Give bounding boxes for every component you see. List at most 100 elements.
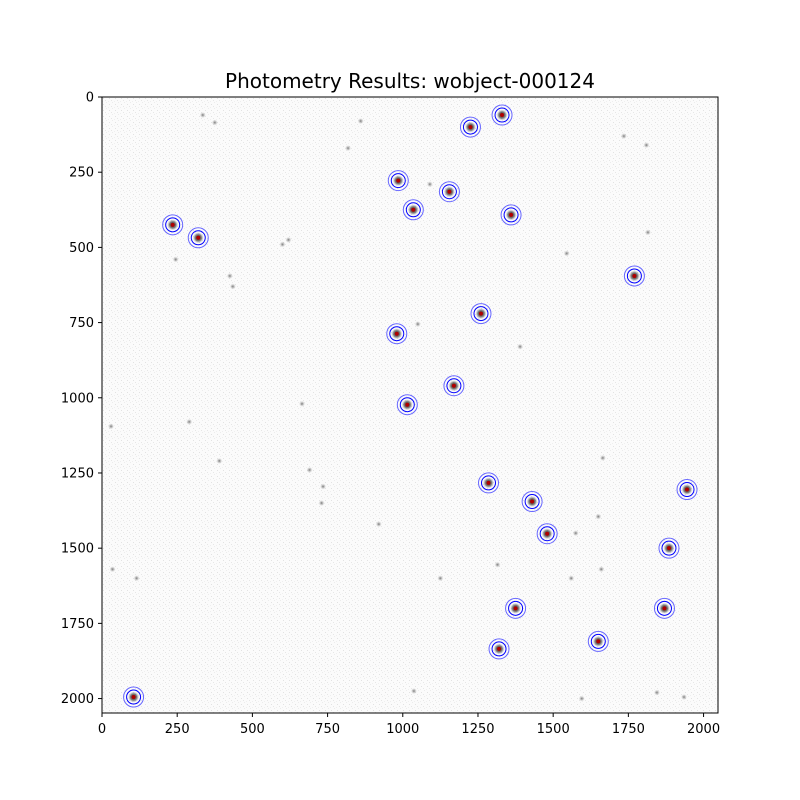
background-source <box>681 694 688 701</box>
background-source <box>216 457 223 464</box>
annulus-outer-ring <box>162 214 184 236</box>
aperture-ring <box>473 306 489 322</box>
y-tick-label: 0 <box>86 91 94 106</box>
detected-source <box>505 597 527 619</box>
background-source <box>426 181 433 188</box>
aperture-ring <box>481 475 497 491</box>
background-source <box>229 283 236 290</box>
aperture-ring <box>494 107 510 123</box>
annulus-outer-ring <box>500 204 522 226</box>
source-center-marker <box>666 546 671 551</box>
aperture-ring <box>405 202 421 218</box>
aperture-ring <box>626 268 642 284</box>
x-tick-label: 1500 <box>537 722 570 737</box>
source-center-marker <box>486 480 491 485</box>
background-source <box>299 400 306 407</box>
y-tick-label: 750 <box>69 316 94 331</box>
y-tick-label: 250 <box>69 166 94 181</box>
detected-source <box>587 630 609 652</box>
detected-source <box>443 375 465 397</box>
annulus-outer-ring <box>443 375 465 397</box>
source-center-marker <box>545 531 550 536</box>
annulus-outer-ring <box>187 227 209 249</box>
y-tick-label: 2000 <box>61 692 94 707</box>
background-source <box>572 530 579 537</box>
annulus-outer-ring <box>658 537 680 559</box>
background-source <box>410 688 417 695</box>
aperture-ring <box>656 600 672 616</box>
annulus-outer-ring <box>478 472 500 494</box>
source-center-marker <box>632 273 637 278</box>
detected-source <box>488 638 510 660</box>
background-source <box>598 566 605 573</box>
background-source <box>437 575 444 582</box>
source-center-marker <box>509 212 514 217</box>
source-center-marker <box>411 207 416 212</box>
annulus-outer-ring <box>123 686 145 708</box>
background-source <box>226 272 233 279</box>
background-source <box>599 454 606 461</box>
detected-source <box>521 491 543 513</box>
background-source <box>211 119 218 126</box>
background-source <box>653 689 660 696</box>
annulus-outer-ring <box>521 491 543 513</box>
source-center-marker <box>500 113 505 118</box>
background-source <box>279 241 286 248</box>
source-center-marker <box>478 311 483 316</box>
x-tick-label: 1000 <box>386 722 419 737</box>
source-center-marker <box>685 487 690 492</box>
aperture-ring <box>524 494 540 510</box>
detected-source <box>653 597 675 619</box>
x-tick-label: 2000 <box>687 722 720 737</box>
background-source <box>643 142 650 149</box>
detected-source <box>658 537 680 559</box>
y-tick-label: 500 <box>69 241 94 256</box>
detected-source <box>396 394 418 416</box>
aperture-ring <box>462 119 478 135</box>
source-center-marker <box>131 695 136 700</box>
source-center-marker <box>530 499 535 504</box>
plot-area <box>101 96 719 714</box>
background-source <box>494 561 501 568</box>
background-source <box>568 575 575 582</box>
detected-source <box>536 523 558 545</box>
aperture-ring <box>441 184 457 200</box>
source-center-marker <box>196 235 201 240</box>
background-source <box>306 466 313 473</box>
aperture-ring <box>503 207 519 223</box>
y-axis: 0 250 500 750 1000 1250 1500 1750 2000 <box>61 91 102 707</box>
x-tick-label: 1750 <box>612 722 645 737</box>
background-source <box>320 483 327 490</box>
detected-source <box>387 170 409 192</box>
detected-source <box>491 104 513 126</box>
background-source <box>318 500 325 507</box>
background-source <box>620 133 627 140</box>
aperture-ring <box>679 482 695 498</box>
annulus-outer-ring <box>387 170 409 192</box>
background-source <box>199 112 206 119</box>
aperture-ring <box>399 397 415 413</box>
background-source <box>285 236 292 243</box>
annulus-outer-ring <box>505 597 527 619</box>
background-source <box>186 418 193 425</box>
source-center-marker <box>405 402 410 407</box>
annulus-outer-ring <box>459 116 481 138</box>
x-tick-label: 250 <box>165 722 190 737</box>
aperture-ring <box>508 600 524 616</box>
background-source <box>133 575 140 582</box>
annulus-outer-ring <box>536 523 558 545</box>
background-source <box>375 521 382 528</box>
annulus-outer-ring <box>386 323 408 345</box>
background-source <box>595 513 602 520</box>
aperture-ring <box>389 326 405 342</box>
annulus-outer-ring <box>488 638 510 660</box>
detected-source <box>459 116 481 138</box>
source-center-marker <box>447 189 452 194</box>
background-source <box>109 566 116 573</box>
source-center-marker <box>468 125 473 130</box>
x-tick-label: 0 <box>98 722 106 737</box>
detected-source <box>676 479 698 501</box>
aperture-ring <box>126 689 142 705</box>
source-center-marker <box>497 646 502 651</box>
annulus-outer-ring <box>402 199 424 221</box>
